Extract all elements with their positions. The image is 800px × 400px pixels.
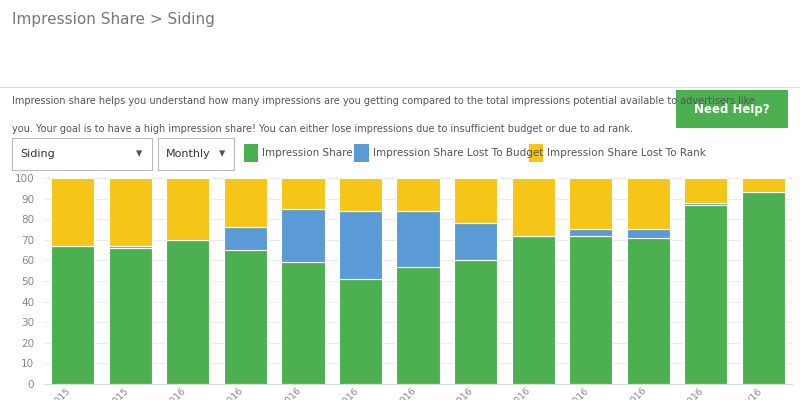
Bar bbox=[454, 260, 497, 384]
Text: ▾: ▾ bbox=[136, 148, 142, 160]
Bar bbox=[742, 178, 785, 192]
Bar bbox=[684, 203, 727, 205]
Bar bbox=[224, 250, 267, 384]
Bar bbox=[454, 223, 497, 260]
Text: Impression Share Lost To Budget: Impression Share Lost To Budget bbox=[373, 148, 543, 158]
Bar bbox=[339, 279, 382, 384]
Bar bbox=[569, 178, 612, 230]
Bar bbox=[166, 178, 210, 240]
Bar bbox=[397, 266, 439, 384]
Bar bbox=[626, 238, 670, 384]
Text: Impression Share Lost To Rank: Impression Share Lost To Rank bbox=[547, 148, 706, 158]
Bar bbox=[684, 178, 727, 203]
Bar bbox=[166, 240, 210, 384]
Bar bbox=[569, 236, 612, 384]
Bar bbox=[282, 178, 325, 209]
Bar bbox=[339, 211, 382, 279]
Bar bbox=[224, 228, 267, 250]
Bar bbox=[224, 178, 267, 228]
Bar bbox=[109, 248, 152, 384]
Text: Impression Share: Impression Share bbox=[262, 148, 353, 158]
Text: ▾: ▾ bbox=[219, 148, 226, 160]
Bar bbox=[626, 230, 670, 238]
Text: you. Your goal is to have a high impression share! You can either lose impressio: you. Your goal is to have a high impress… bbox=[12, 124, 633, 134]
Text: Monthly: Monthly bbox=[166, 149, 210, 159]
Text: Impression share helps you understand how many impressions are you getting compa: Impression share helps you understand ho… bbox=[12, 96, 755, 106]
Text: Impression Share > Siding: Impression Share > Siding bbox=[12, 12, 215, 27]
Bar bbox=[742, 192, 785, 384]
Bar bbox=[282, 209, 325, 262]
Bar bbox=[454, 178, 497, 223]
Text: Siding: Siding bbox=[21, 149, 55, 159]
Bar bbox=[109, 178, 152, 246]
Bar bbox=[339, 178, 382, 211]
Text: Need Help?: Need Help? bbox=[694, 102, 770, 116]
Bar bbox=[626, 178, 670, 230]
Bar bbox=[397, 211, 439, 266]
Bar bbox=[51, 178, 94, 246]
Bar bbox=[569, 230, 612, 236]
Bar bbox=[51, 246, 94, 384]
Bar bbox=[282, 262, 325, 384]
Bar bbox=[109, 246, 152, 248]
Bar bbox=[684, 205, 727, 384]
Bar bbox=[511, 236, 554, 384]
Bar bbox=[397, 178, 439, 211]
Bar bbox=[511, 178, 554, 236]
